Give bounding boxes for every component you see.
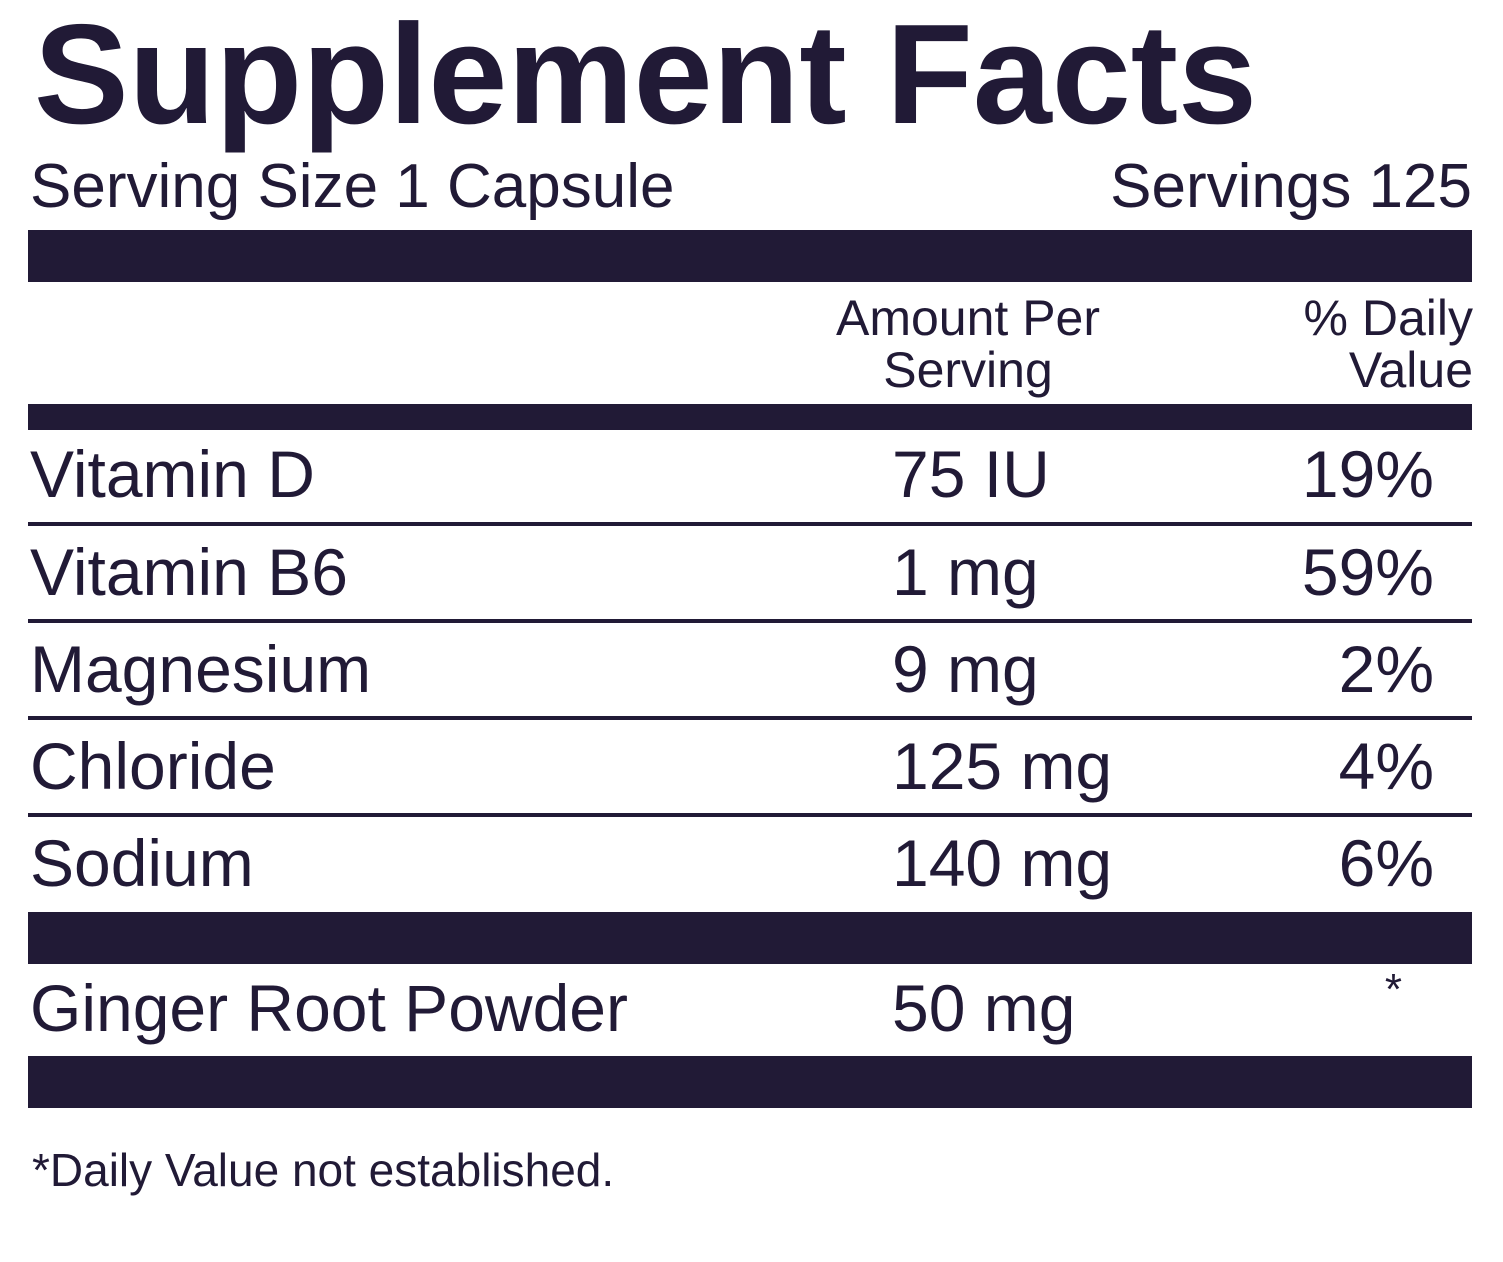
nutrient-name: Vitamin B6	[30, 535, 348, 609]
nutrient-name: Magnesium	[30, 632, 372, 706]
ingredient-daily-value: *	[1384, 965, 1402, 1014]
table-row: Vitamin B6 1 mg 59%	[28, 526, 1472, 618]
nutrient-daily-value: 19%	[1301, 437, 1434, 511]
panel-title: Supplement Facts	[34, 0, 1258, 154]
thick-divider-middle	[28, 912, 1472, 964]
row-divider	[28, 716, 1472, 720]
row-divider	[28, 522, 1472, 526]
nutrient-daily-value: 6%	[1338, 826, 1434, 900]
header-daily-value: % Daily Value	[1273, 292, 1473, 396]
serving-size: Serving Size 1 Capsule	[30, 152, 675, 221]
ingredient-amount: 50 mg	[892, 971, 1076, 1045]
nutrient-amount: 75 IU	[892, 437, 1050, 511]
header-amount-line1: Amount Per	[835, 290, 1100, 346]
servings-per-container: Servings 125	[1110, 152, 1472, 221]
footnote: *Daily Value not established.	[32, 1144, 615, 1196]
nutrient-daily-value: 59%	[1301, 535, 1434, 609]
nutrient-daily-value: 2%	[1338, 632, 1434, 706]
nutrient-name: Sodium	[30, 826, 254, 900]
table-row: Sodium 140 mg 6%	[28, 817, 1472, 909]
header-dv-line1: % Daily	[1303, 290, 1473, 346]
nutrient-name: Chloride	[30, 729, 276, 803]
nutrient-amount: 1 mg	[892, 535, 1039, 609]
nutrient-amount: 125 mg	[892, 729, 1113, 803]
row-divider	[28, 813, 1472, 817]
header-amount-line2: Serving	[883, 342, 1053, 398]
thick-divider-top	[28, 230, 1472, 282]
serving-info: Serving Size 1 Capsule Servings 125	[30, 152, 1472, 222]
header-dv-line2: Value	[1348, 342, 1473, 398]
table-row: Chloride 125 mg 4%	[28, 720, 1472, 812]
header-amount-per-serving: Amount Per Serving	[808, 292, 1128, 396]
nutrient-name: Vitamin D	[30, 437, 315, 511]
nutrient-amount: 140 mg	[892, 826, 1113, 900]
thick-divider-bottom	[28, 1056, 1472, 1108]
table-row: Magnesium 9 mg 2%	[28, 623, 1472, 715]
row-divider	[28, 619, 1472, 623]
table-row-other-ingredient: Ginger Root Powder 50 mg *	[28, 962, 1472, 1054]
nutrient-amount: 9 mg	[892, 632, 1039, 706]
nutrient-daily-value: 4%	[1338, 729, 1434, 803]
table-row: Vitamin D 75 IU 19%	[28, 428, 1472, 520]
medium-divider-header	[28, 404, 1472, 430]
ingredient-name: Ginger Root Powder	[30, 971, 628, 1045]
